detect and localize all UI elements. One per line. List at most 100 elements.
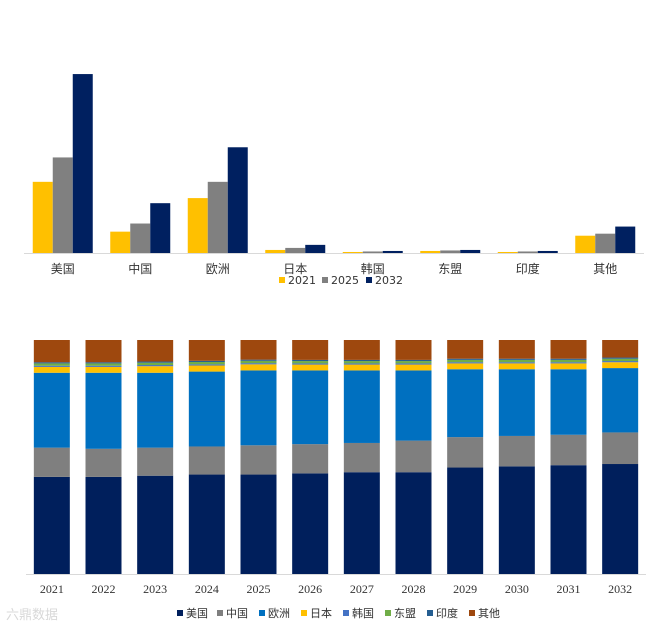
legend-label-中国: 中国 <box>226 607 248 620</box>
segment-2022-韩国 <box>85 365 122 367</box>
segment-2029-东盟 <box>447 359 484 363</box>
x-tick-label: 2032 <box>608 582 632 596</box>
watermark-text: 六鼎数据 <box>6 608 59 623</box>
bar-东盟-2021 <box>420 250 441 253</box>
segment-2028-印度 <box>395 359 432 362</box>
segment-2023-欧洲 <box>137 372 174 448</box>
segment-2031-美国 <box>550 465 587 574</box>
segment-2031-印度 <box>550 358 587 360</box>
segment-2032-东盟 <box>602 358 639 362</box>
segment-2025-韩国 <box>240 363 277 365</box>
bar-美国-2032 <box>72 74 93 253</box>
segment-2021-欧洲 <box>33 372 70 448</box>
x-tick-label: 2029 <box>453 582 477 596</box>
segment-2022-其他 <box>85 340 122 363</box>
segment-2026-中国 <box>292 444 329 474</box>
segment-2027-中国 <box>343 442 380 473</box>
segment-2027-欧洲 <box>343 370 380 443</box>
segment-2027-日本 <box>343 364 380 371</box>
segment-2023-日本 <box>137 366 174 373</box>
segment-2026-其他 <box>292 340 329 360</box>
x-tick-label: 2021 <box>40 582 64 596</box>
segment-2029-韩国 <box>447 362 484 364</box>
x-tick-label: 2022 <box>92 582 116 596</box>
bar-其他-2032 <box>615 226 636 253</box>
segment-2031-中国 <box>550 434 587 466</box>
segment-2027-韩国 <box>343 363 380 365</box>
segment-2028-中国 <box>395 440 432 473</box>
segment-2031-欧洲 <box>550 369 587 435</box>
segment-2031-东盟 <box>550 359 587 363</box>
bar-印度-2025 <box>517 251 538 253</box>
segment-2024-其他 <box>188 340 225 361</box>
segment-2021-韩国 <box>33 365 70 367</box>
legend-swatch-日本 <box>301 610 307 616</box>
segment-2030-其他 <box>498 340 535 359</box>
segment-2025-中国 <box>240 445 277 475</box>
segment-2032-印度 <box>602 357 639 359</box>
segment-2026-东盟 <box>292 361 329 364</box>
legend-swatch-其他 <box>469 610 475 616</box>
segment-2031-日本 <box>550 363 587 370</box>
segment-2028-欧洲 <box>395 370 432 441</box>
legend-label-2025: 2025 <box>331 274 359 287</box>
legend-swatch-2025 <box>322 277 328 283</box>
segment-2023-其他 <box>137 340 174 362</box>
bar-日本-2021 <box>265 249 286 253</box>
x-tick-label: 2027 <box>350 582 374 596</box>
legend-label-美国: 美国 <box>186 607 208 620</box>
x-tick-label: 2028 <box>402 582 426 596</box>
segment-2031-韩国 <box>550 362 587 364</box>
segment-2030-欧洲 <box>498 369 535 436</box>
x-tick-label: 2026 <box>298 582 322 596</box>
legend-swatch-中国 <box>217 610 223 616</box>
segment-2030-中国 <box>498 435 535 467</box>
legend-swatch-韩国 <box>343 610 349 616</box>
segment-2025-日本 <box>240 364 277 371</box>
segment-2021-日本 <box>33 366 70 373</box>
x-tick-label: 韩国 <box>361 261 385 276</box>
bar-韩国-2032 <box>382 250 403 253</box>
bar-美国-2021 <box>32 181 53 253</box>
segment-2024-韩国 <box>188 364 225 366</box>
legend-swatch-美国 <box>177 610 183 616</box>
segment-2025-印度 <box>240 359 277 361</box>
segment-2024-中国 <box>188 446 225 475</box>
bar-东盟-2025 <box>440 250 461 253</box>
legend-swatch-东盟 <box>385 610 391 616</box>
legend-swatch-2021 <box>279 277 285 283</box>
segment-2025-其他 <box>240 340 277 360</box>
segment-2032-韩国 <box>602 361 639 363</box>
segment-2024-欧洲 <box>188 371 225 447</box>
regional-share-stacked-chart: 2021 2022 2023 2024 2025 2026 2027 2028 2029 2030… <box>26 340 646 620</box>
segment-2028-其他 <box>395 340 432 360</box>
x-tick-label: 中国 <box>128 261 152 276</box>
segment-2022-东盟 <box>85 363 122 366</box>
bar-美国-2025 <box>52 157 73 253</box>
legend-label-2032: 2032 <box>375 274 403 287</box>
segment-2023-美国 <box>137 475 174 574</box>
bar-印度-2021 <box>497 251 518 253</box>
x-tick-label: 2031 <box>557 582 581 596</box>
legend-label-韩国: 韩国 <box>352 606 374 620</box>
legend-label-东盟: 东盟 <box>394 607 416 620</box>
segment-2028-韩国 <box>395 363 432 365</box>
segment-2021-印度 <box>33 362 70 364</box>
segment-2027-美国 <box>343 472 380 574</box>
segment-2026-韩国 <box>292 363 329 365</box>
segment-2023-印度 <box>137 361 174 363</box>
bar-印度-2032 <box>537 250 558 253</box>
segment-2022-欧洲 <box>85 372 122 449</box>
x-tick-label: 2030 <box>505 582 529 596</box>
bar-韩国-2021 <box>342 251 363 253</box>
legend-label-印度: 印度 <box>436 606 458 620</box>
x-tick-label: 印度 <box>516 261 540 276</box>
regional-bar-chart: 美国 中国 欧洲 日本 韩国 东盟 印度 其他 2021 2025 2032 <box>24 74 644 287</box>
legend-swatch-2032 <box>366 277 372 283</box>
segment-2021-其他 <box>33 340 70 363</box>
x-tick-label: 东盟 <box>438 262 462 276</box>
segment-2025-美国 <box>240 474 277 574</box>
x-tick-label: 美国 <box>51 262 75 276</box>
segment-2023-东盟 <box>137 362 174 366</box>
legend-swatch-印度 <box>427 610 433 616</box>
